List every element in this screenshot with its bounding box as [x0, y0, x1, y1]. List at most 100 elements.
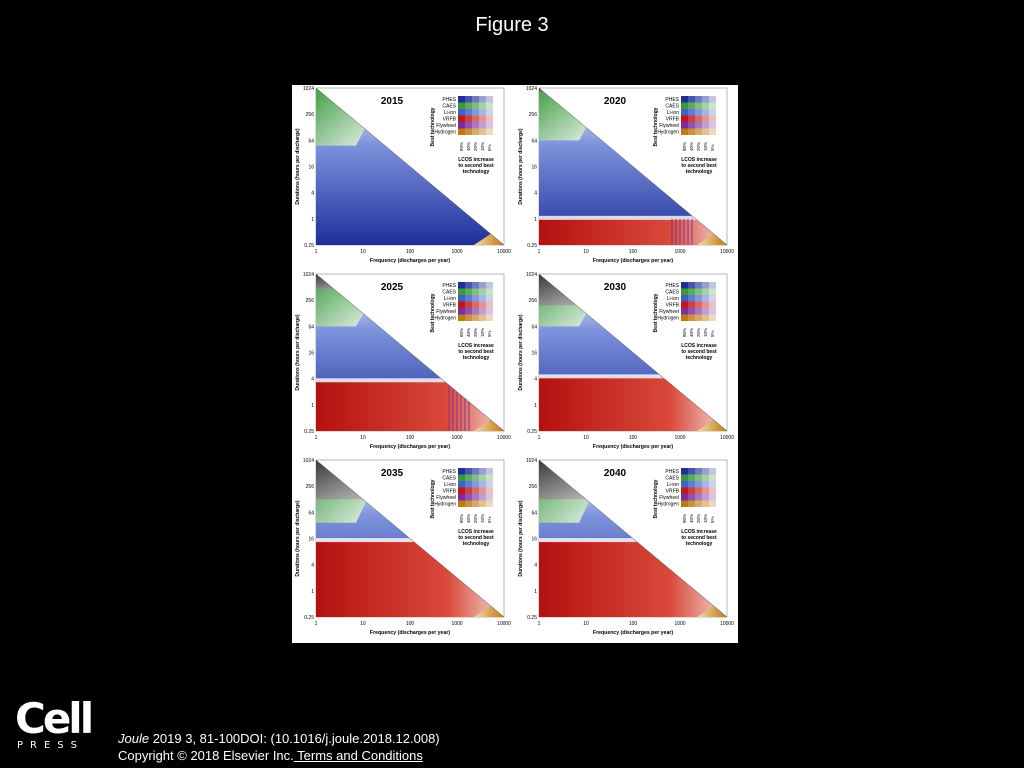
x-tick-label: 10000: [497, 249, 511, 255]
legend-swatch: [479, 295, 486, 302]
x-tick-label: 10000: [497, 435, 511, 441]
y-tick-label: 1: [534, 217, 537, 223]
legend-swatch: [695, 288, 702, 295]
legend-technology-label: VRFB: [443, 489, 457, 495]
citation-reference: 2019 3, 81-100DOI: (10.1016/j.joule.2018…: [149, 731, 440, 746]
legend-caption: technology: [686, 541, 713, 547]
y-tick-label: 64: [308, 510, 314, 516]
legend-technology-label: VRFB: [443, 303, 457, 309]
cell-press-logo: Cell PRESS: [15, 696, 94, 752]
legend-swatch: [702, 308, 709, 315]
legend-swatch: [472, 481, 479, 488]
legend-caption: technology: [463, 541, 490, 547]
legend-swatch: [458, 295, 465, 302]
legend-technology-label: Hydrogen: [657, 316, 679, 322]
legend-technology-label: Hydrogen: [434, 502, 456, 508]
legend-swatch: [709, 295, 716, 302]
legend-swatch: [702, 295, 709, 302]
legend-swatch: [486, 494, 493, 501]
legend-technology-label: Flywheel: [436, 123, 456, 129]
terms-and-conditions-link[interactable]: Terms and Conditions: [293, 748, 423, 763]
legend-increase-label: 80%: [682, 142, 687, 151]
legend-swatch: [486, 487, 493, 494]
legend-swatch: [465, 109, 472, 116]
y-tick-label: 64: [531, 510, 537, 516]
legend-technology-label: PHES: [442, 97, 456, 103]
x-tick-label: 10: [583, 249, 589, 255]
y-tick-label: 1024: [526, 458, 537, 464]
citation-line: Joule 2019 3, 81-100DOI: (10.1016/j.joul…: [118, 730, 440, 747]
legend-swatch: [465, 128, 472, 135]
legend-swatch: [695, 487, 702, 494]
y-tick-label: 1024: [526, 86, 537, 92]
x-tick-label: 1000: [674, 621, 685, 627]
legend-swatch: [702, 474, 709, 481]
legend-swatch: [709, 487, 716, 494]
legend-caption: technology: [463, 169, 490, 175]
legend-swatch: [465, 314, 472, 321]
panel-year-label: 2025: [381, 282, 404, 293]
legend-swatch: [486, 301, 493, 308]
legend-swatch: [688, 282, 695, 289]
legend-increase-label: 20%: [473, 514, 478, 523]
legend-swatch: [479, 96, 486, 103]
legend-swatch: [479, 500, 486, 507]
y-tick-label: 64: [308, 324, 314, 330]
legend-swatch: [465, 288, 472, 295]
legend-increase-label: 5%: [487, 516, 492, 523]
legend-swatch: [688, 308, 695, 315]
legend-swatch: [709, 314, 716, 321]
y-tick-label: 16: [308, 165, 314, 171]
legend-swatch: [479, 494, 486, 501]
legend-swatch: [486, 295, 493, 302]
legend-swatch: [709, 494, 716, 501]
legend-technology-label: CAES: [442, 290, 456, 296]
legend-technology-label: Flywheel: [659, 495, 679, 501]
legend-swatch: [458, 474, 465, 481]
legend-increase-label: 20%: [473, 328, 478, 337]
x-tick-label: 1: [538, 435, 541, 441]
legend-increase-label: 40%: [689, 142, 694, 151]
legend-increase-label: 10%: [480, 514, 485, 523]
legend-caption: LCOS increase: [681, 529, 717, 535]
legend-caption: LCOS increase: [458, 157, 494, 163]
legend-swatch: [695, 474, 702, 481]
y-axis-label: Durations (hours per discharge): [518, 128, 524, 204]
y-tick-label: 1024: [303, 458, 314, 464]
legend-swatch: [702, 468, 709, 475]
legend-swatch: [465, 115, 472, 122]
legend-swatch: [458, 115, 465, 122]
legend-swatch: [458, 96, 465, 103]
legend-caption: technology: [463, 355, 490, 361]
legend-swatch: [458, 122, 465, 129]
legend-technology-label: CAES: [665, 290, 679, 296]
legend-swatch: [695, 282, 702, 289]
legend-swatch: [695, 468, 702, 475]
legend-swatch: [472, 308, 479, 315]
y-tick-label: 16: [531, 165, 537, 171]
y-tick-label: 0.25: [304, 429, 314, 435]
legend-increase-label: 5%: [710, 144, 715, 151]
citation-block: Joule 2019 3, 81-100DOI: (10.1016/j.joul…: [118, 730, 440, 764]
legend-technology-label: Hydrogen: [657, 502, 679, 508]
legend-increase-label: 5%: [710, 516, 715, 523]
legend-technology-label: CAES: [665, 104, 679, 110]
legend-swatch: [479, 122, 486, 129]
legend-swatch: [709, 96, 716, 103]
y-tick-label: 256: [306, 484, 315, 490]
legend-swatch: [702, 102, 709, 109]
y-tick-label: 0.25: [527, 243, 537, 249]
y-tick-label: 4: [534, 563, 537, 569]
legend-technology-label: Li-ion: [444, 110, 456, 116]
x-tick-label: 1: [315, 249, 318, 255]
legend-increase-label: 40%: [466, 328, 471, 337]
y-tick-label: 16: [308, 351, 314, 357]
legend-swatch: [709, 282, 716, 289]
legend-increase-label: 80%: [459, 142, 464, 151]
legend-swatch: [465, 102, 472, 109]
x-tick-label: 1000: [451, 435, 462, 441]
legend-increase-label: 20%: [473, 142, 478, 151]
legend-swatch: [709, 308, 716, 315]
